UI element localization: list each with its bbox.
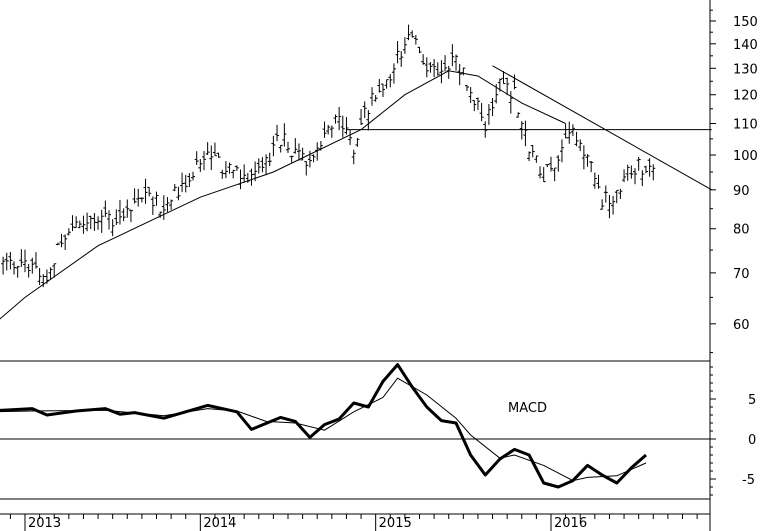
price-tick-label: 140 [733,38,758,53]
macd-tick-label: 5 [748,393,756,408]
trendline-downtrend [492,65,712,191]
macd-line [0,363,647,489]
macd-title: MACD [508,401,547,416]
price-tick-label: 90 [733,184,750,199]
price-tick-label: 70 [733,267,750,282]
time-axis-labels: 2013 2014 2015 2016 [28,516,587,531]
macd-axis-ticks: -5 0 5 [710,366,756,496]
price-tick-label: 120 [733,89,758,104]
year-label: 2016 [554,516,587,531]
price-tick-label: 130 [733,62,758,77]
price-tick-label: 100 [733,149,758,164]
price-tick-label: 80 [733,223,750,238]
moving-average-line [0,70,566,320]
bottom-axis: 2013 2014 2015 2016 [0,513,710,531]
price-bars [1,24,656,288]
price-panel [0,24,712,320]
macd-signal-line [0,377,647,482]
year-label: 2013 [28,516,61,531]
macd-tick-label: -5 [742,473,755,488]
trendlines [346,65,712,191]
macd-tick-label: 0 [748,433,756,448]
price-tick-label: 110 [733,118,758,133]
year-label: 2014 [203,516,236,531]
time-axis-ticks [9,514,698,531]
year-label: 2015 [379,516,412,531]
macd-panel: MACD [0,360,710,500]
price-axis-ticks: 60 70 80 90 100 110 120 130 140 150 [710,9,758,354]
price-tick-label: 150 [733,15,758,30]
price-tick-label: 60 [733,318,750,333]
right-axis: 60 70 80 90 100 110 120 130 140 150 -5 0 5 [709,0,758,531]
